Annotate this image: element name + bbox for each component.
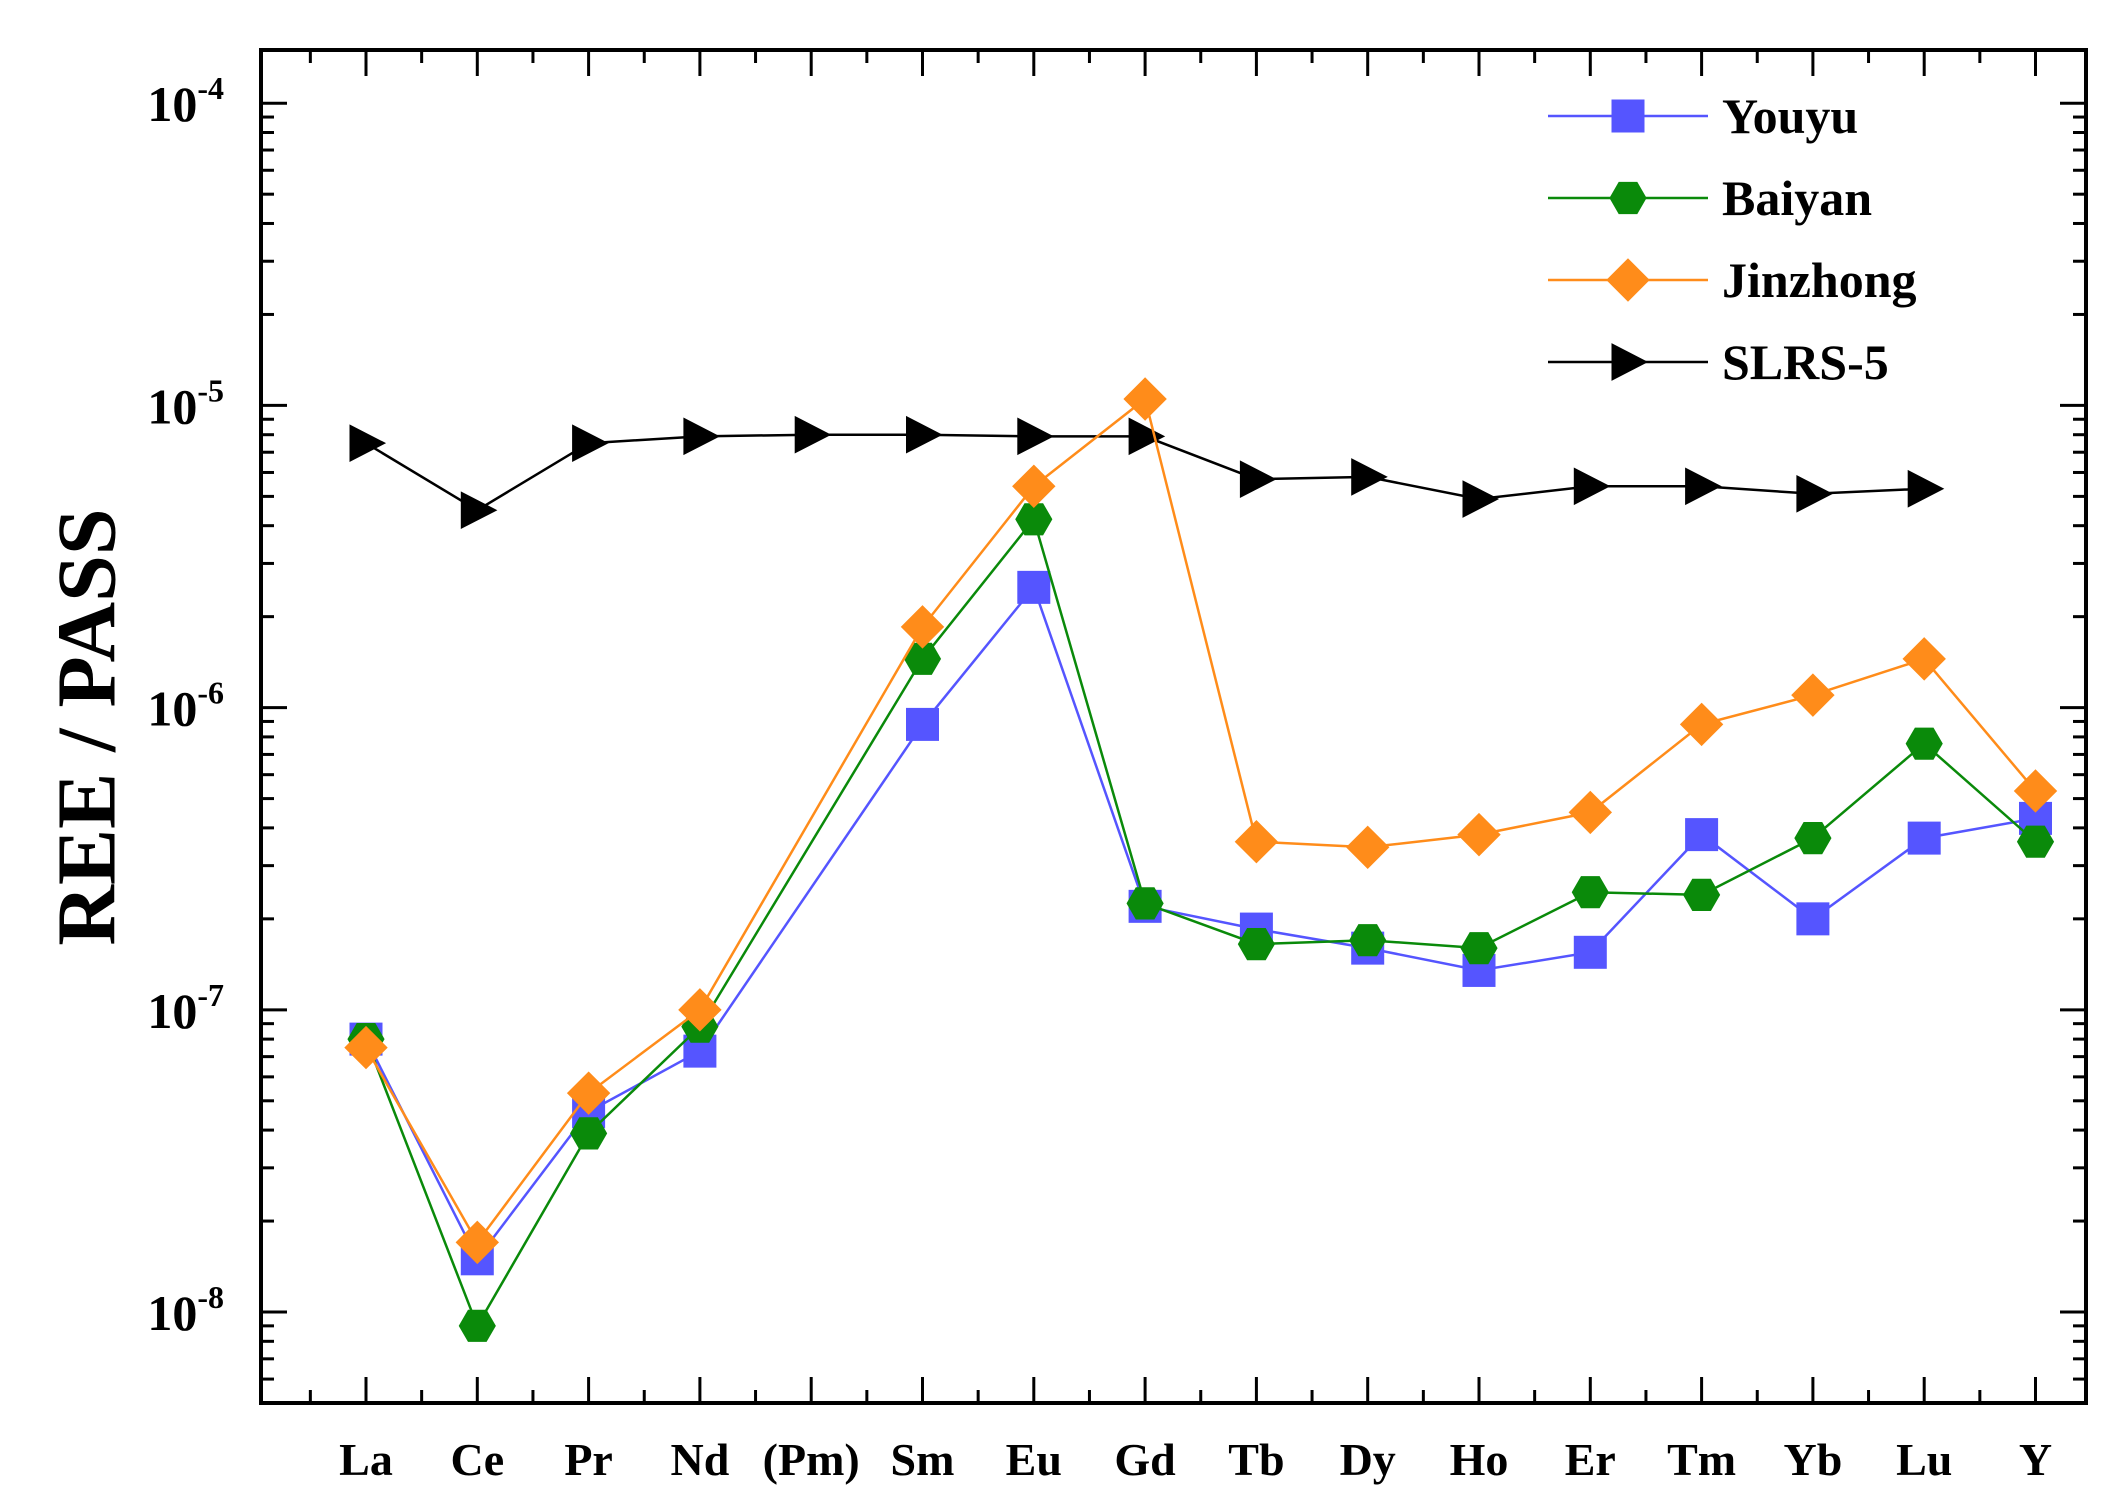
y-tick-label: 10-8 — [147, 1279, 224, 1341]
data-point — [566, 1071, 611, 1115]
x-tick-label: Sm — [891, 1434, 955, 1485]
data-point — [460, 491, 498, 530]
legend-marker — [1611, 343, 1649, 381]
data-point — [1351, 458, 1388, 496]
legend: Youyu Baiyan Jinzhong SLRS-5 — [1548, 88, 1917, 390]
x-tick-label: Ho — [1450, 1434, 1509, 1485]
x-tick-label: Eu — [1006, 1434, 1062, 1485]
x-tick-label: Pr — [564, 1434, 613, 1485]
data-point — [1460, 932, 1498, 965]
data-point — [1123, 377, 1167, 421]
data-point — [1683, 878, 1721, 911]
legend-item: SLRS-5 — [1548, 334, 1889, 390]
x-tick-label: Tm — [1667, 1434, 1736, 1485]
data-point — [1905, 727, 1943, 760]
data-point — [1012, 464, 1056, 508]
data-point — [1573, 467, 1611, 506]
x-tick-label: Er — [1565, 1434, 1616, 1485]
data-point — [1907, 821, 1941, 855]
data-point — [683, 417, 720, 456]
x-tick-label: Y — [2019, 1434, 2052, 1485]
data-point — [1794, 822, 1832, 855]
data-point — [458, 1309, 496, 1342]
series-line — [364, 396, 2037, 1245]
legend-marker — [1611, 99, 1645, 133]
legend-label: Baiyan — [1722, 170, 1872, 226]
data-point — [1907, 469, 1945, 508]
series-slrs-5 — [349, 415, 1945, 530]
legend-label: Youyu — [1722, 88, 1858, 144]
legend-marker — [1606, 258, 1650, 302]
data-point — [1685, 467, 1722, 506]
legend-item: Youyu — [1548, 88, 1858, 144]
data-point — [349, 424, 387, 462]
data-point — [1126, 887, 1164, 920]
data-point — [1234, 820, 1279, 864]
x-tick-label: La — [339, 1434, 393, 1485]
x-tick-label: Yb — [1783, 1434, 1842, 1485]
legend-item: Baiyan — [1548, 170, 1872, 226]
data-point — [906, 415, 943, 454]
data-point — [1568, 790, 1613, 835]
data-point — [906, 707, 939, 741]
x-tick-label: Tb — [1228, 1434, 1284, 1485]
data-point — [1679, 702, 1724, 747]
data-point — [1128, 417, 1166, 456]
legend-label: Jinzhong — [1722, 252, 1917, 308]
data-point — [1237, 928, 1275, 961]
y-axis-label: REE / PASS — [40, 508, 133, 945]
data-point — [1791, 673, 1835, 717]
data-point — [794, 415, 832, 454]
data-point — [1573, 935, 1607, 969]
legend-label: SLRS-5 — [1722, 334, 1889, 390]
data-point — [1457, 812, 1501, 857]
data-point — [455, 1220, 500, 1265]
data-point — [900, 605, 945, 649]
data-point — [1345, 825, 1390, 870]
y-tick-label: 10-4 — [147, 70, 224, 132]
data-point — [1017, 417, 1054, 456]
data-point — [678, 988, 722, 1032]
data-point — [1015, 503, 1053, 536]
data-point — [572, 424, 609, 462]
data-point — [1571, 876, 1609, 909]
y-tick-label: 10-7 — [147, 977, 224, 1039]
legend-marker — [1609, 181, 1647, 215]
data-point — [1239, 460, 1277, 499]
data-point — [1017, 570, 1051, 604]
series-line — [364, 516, 2037, 1329]
data-point — [1796, 474, 1833, 513]
x-tick-label: Lu — [1896, 1434, 1952, 1485]
data-point — [1796, 902, 1830, 936]
y-tick-label: 10-5 — [147, 372, 224, 434]
data-point — [344, 1025, 388, 1070]
data-point — [1685, 818, 1719, 852]
x-tick-label: Gd — [1114, 1434, 1176, 1485]
data-point — [2013, 769, 2058, 813]
data-point — [2016, 825, 2055, 858]
plot-frame — [259, 48, 2088, 1405]
x-tick-label: Ce — [450, 1434, 504, 1485]
data-point — [570, 1117, 608, 1150]
x-tick-label: Dy — [1340, 1434, 1396, 1485]
legend-item: Jinzhong — [1548, 252, 1917, 308]
series-jinzhong — [344, 377, 2058, 1265]
data-point — [1902, 637, 1946, 681]
x-tick-label: (Pm) — [763, 1434, 860, 1485]
y-tick-label: 10-6 — [147, 675, 224, 737]
data-point — [1462, 480, 1500, 518]
x-tick-label: Nd — [670, 1434, 729, 1485]
data-point — [1349, 924, 1387, 957]
